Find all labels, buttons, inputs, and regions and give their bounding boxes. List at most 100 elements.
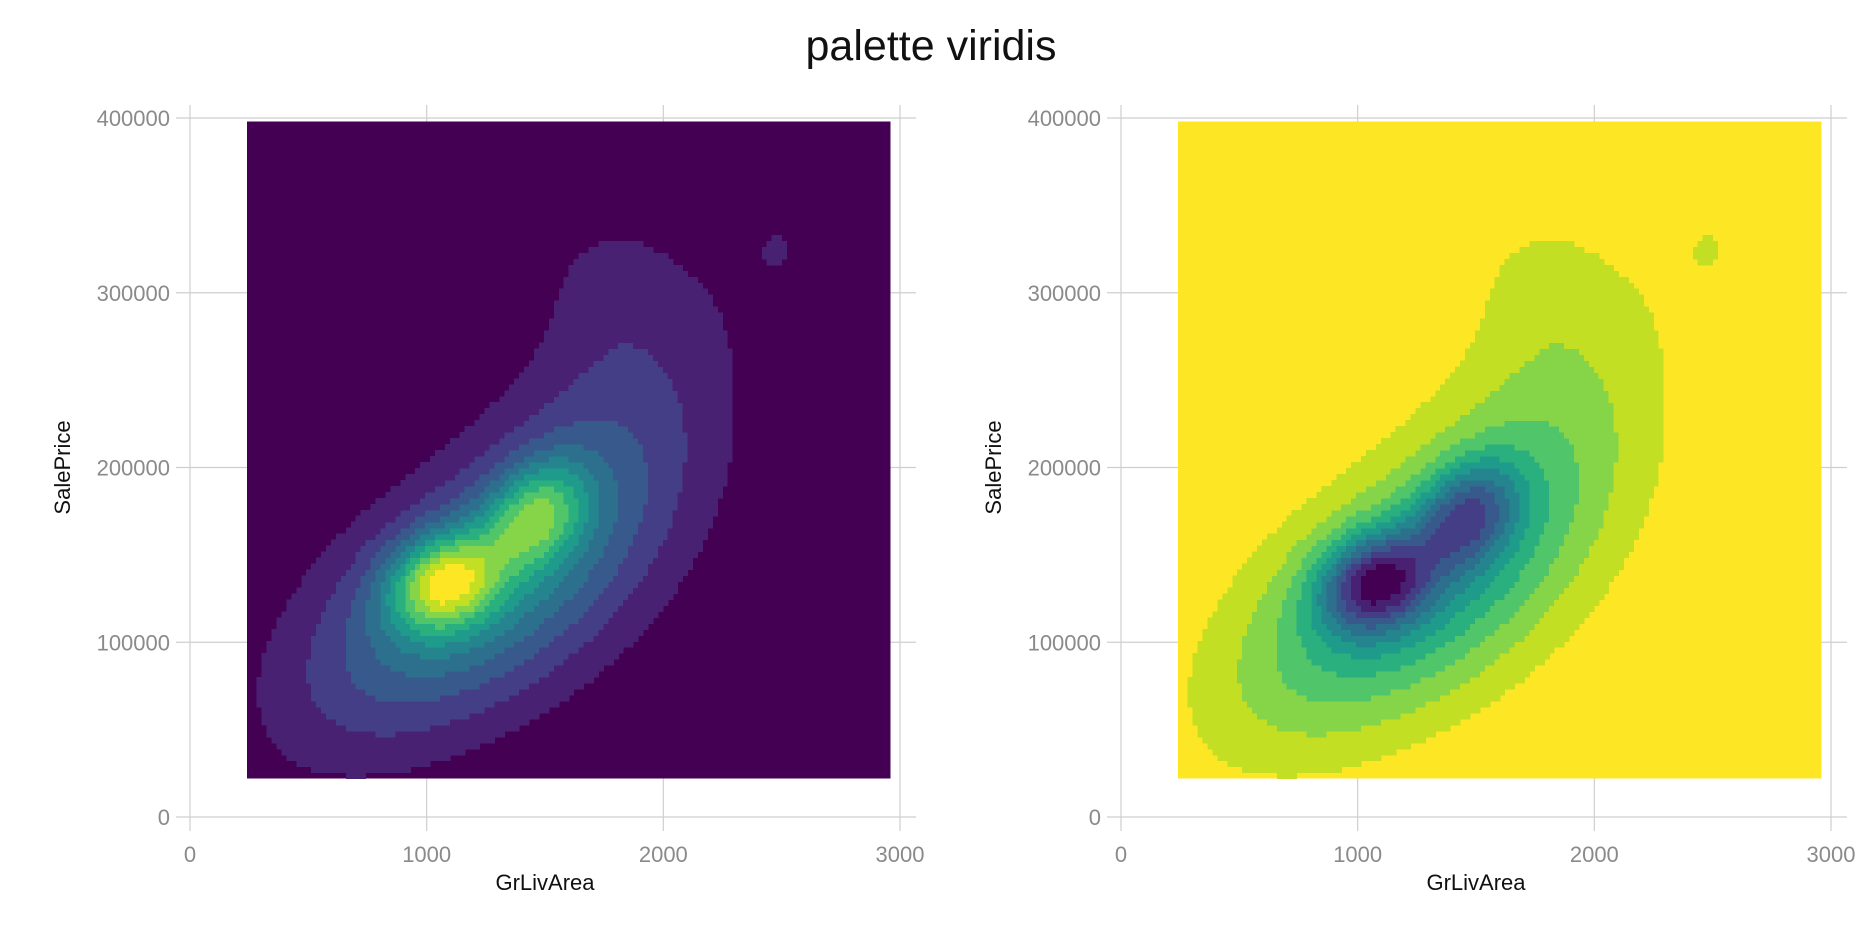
left-density-cell: [538, 467, 545, 475]
left-density-cell: [573, 521, 580, 529]
left-density-cell: [400, 581, 406, 589]
left-density-cell: [534, 665, 540, 672]
left-density-cell: [430, 700, 436, 708]
left-density-cell: [642, 473, 649, 481]
left-density-cell: [464, 599, 471, 606]
left-density-cell: [355, 659, 362, 666]
left-density-cell: [538, 485, 545, 493]
left-density-cell: [430, 629, 436, 636]
left-density-cell: [603, 467, 609, 475]
right-density-cell: [1202, 665, 1209, 672]
left-density-cell: [692, 533, 699, 541]
left-density-cell: [628, 402, 634, 409]
left-density-cell: [667, 426, 674, 433]
left-density-cell: [529, 563, 535, 571]
left-density-cell: [514, 593, 520, 600]
left-density-cell: [603, 384, 609, 391]
left-density-cell: [459, 718, 466, 726]
left-density-cell: [647, 324, 654, 332]
left-density-cell: [395, 605, 401, 612]
left-density-cell: [400, 700, 406, 708]
left-density-cell: [677, 438, 684, 445]
left-density-cell: [519, 587, 525, 594]
left-density-cell: [439, 455, 446, 463]
left-density-cell: [439, 485, 446, 493]
left-density-cell: [400, 593, 406, 600]
left-density-cell: [494, 718, 500, 726]
left-density-cell: [657, 402, 664, 409]
left-density-cell: [464, 444, 471, 451]
left-density-cell: [583, 575, 590, 583]
left-density-cell: [311, 581, 317, 589]
left-density-cell: [385, 754, 392, 762]
left-density-cell: [593, 408, 599, 415]
left-density-cell: [291, 682, 297, 690]
left-density-cell: [647, 354, 654, 362]
left-density-cell: [593, 336, 599, 344]
left-density-cell: [657, 390, 664, 397]
left-density-cell: [444, 491, 451, 499]
left-density-cell: [623, 258, 629, 266]
left-density-cell: [514, 497, 520, 505]
left-density-cell: [613, 491, 619, 499]
left-density-cell: [618, 396, 624, 403]
left-density-cell: [524, 521, 530, 529]
left-density-cell: [444, 706, 451, 714]
left-density-cell: [420, 748, 426, 756]
left-density-cell: [499, 682, 505, 690]
right-density-cell: [1207, 724, 1214, 732]
left-density-cell: [633, 372, 639, 379]
left-density-cell: [573, 378, 580, 385]
left-density-cell: [667, 390, 674, 397]
left-density-cell: [400, 682, 406, 690]
left-density-cell: [652, 372, 659, 379]
left-density-cell: [662, 252, 669, 260]
left-density-cell: [578, 408, 585, 415]
left-density-cell: [637, 420, 644, 427]
left-density-cell: [385, 694, 392, 702]
left-density-cell: [474, 575, 481, 583]
left-density-cell: [355, 736, 362, 744]
left-density-cell: [628, 611, 634, 618]
left-density-cell: [563, 444, 570, 451]
left-density-cell: [613, 324, 619, 332]
left-density-cell: [494, 724, 500, 732]
left-density-cell: [350, 641, 357, 648]
left-density-cell: [375, 587, 382, 594]
left-density-cell: [538, 438, 545, 445]
left-density-cell: [563, 300, 570, 308]
left-density-cell: [311, 677, 317, 684]
left-density-cell: [489, 533, 495, 541]
left-density-cell: [365, 611, 372, 618]
left-density-cell: [623, 557, 629, 565]
left-density-cell: [618, 527, 624, 535]
left-density-cell: [410, 647, 416, 654]
left-density-cell: [311, 718, 317, 726]
left-density-cell: [608, 396, 614, 403]
left-density-cell: [543, 467, 550, 475]
left-density-cell: [340, 557, 347, 565]
left-density-cell: [652, 605, 659, 612]
left-density-cell: [420, 629, 426, 636]
left-density-cell: [444, 587, 451, 594]
left-density-cell: [603, 444, 609, 451]
left-density-cell: [519, 569, 525, 577]
left-density-cell: [613, 318, 619, 326]
left-density-cell: [514, 426, 520, 433]
left-density-cell: [637, 515, 644, 523]
left-density-cell: [444, 617, 451, 624]
left-density-cell: [514, 491, 520, 499]
left-density-cell: [662, 503, 669, 511]
left-density-cell: [350, 587, 357, 594]
left-density-cell: [647, 617, 654, 624]
left-density-cell: [306, 593, 312, 600]
left-density-cell: [375, 647, 382, 654]
left-density-cell: [494, 527, 500, 535]
left-density-cell: [682, 270, 689, 278]
left-density-cell: [529, 485, 535, 493]
left-density-cell: [548, 360, 555, 367]
left-density-cell: [534, 569, 540, 577]
left-density-cell: [390, 647, 396, 654]
left-density-cell: [628, 599, 634, 606]
left-density-cell: [449, 724, 456, 732]
